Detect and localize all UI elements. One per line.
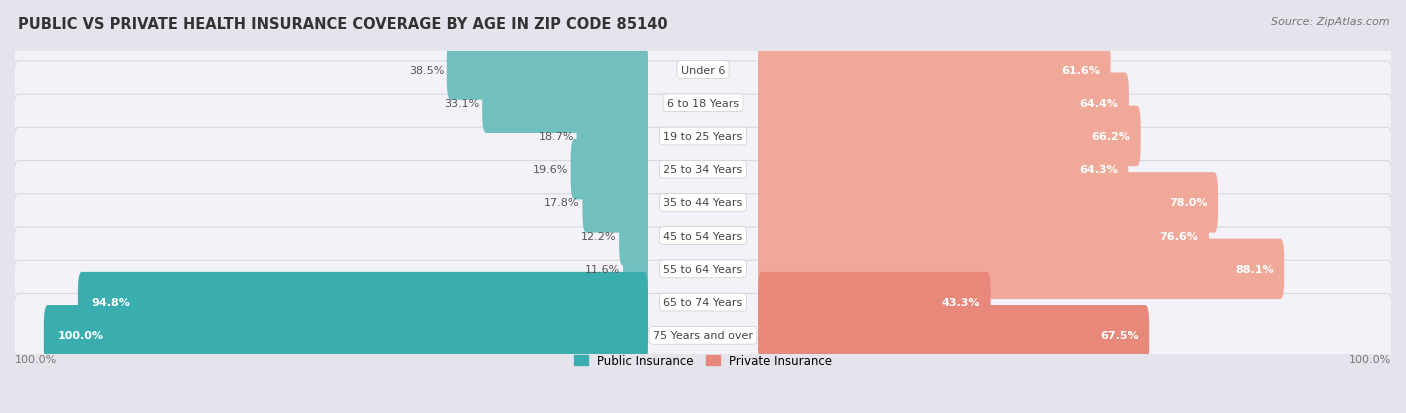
FancyBboxPatch shape (13, 161, 1393, 244)
Text: 11.6%: 11.6% (585, 264, 620, 274)
Text: 100.0%: 100.0% (15, 354, 58, 364)
Text: Under 6: Under 6 (681, 65, 725, 75)
Text: 19.6%: 19.6% (533, 165, 568, 175)
FancyBboxPatch shape (619, 206, 648, 266)
Text: 100.0%: 100.0% (1348, 354, 1391, 364)
Text: 100.0%: 100.0% (58, 330, 104, 340)
Text: 43.3%: 43.3% (942, 297, 980, 307)
FancyBboxPatch shape (13, 28, 1393, 112)
Text: 67.5%: 67.5% (1099, 330, 1139, 340)
Text: 6 to 18 Years: 6 to 18 Years (666, 99, 740, 109)
Text: 64.3%: 64.3% (1078, 165, 1118, 175)
FancyBboxPatch shape (13, 95, 1393, 178)
FancyBboxPatch shape (758, 305, 1149, 366)
FancyBboxPatch shape (44, 305, 648, 366)
Text: PUBLIC VS PRIVATE HEALTH INSURANCE COVERAGE BY AGE IN ZIP CODE 85140: PUBLIC VS PRIVATE HEALTH INSURANCE COVER… (18, 17, 668, 31)
FancyBboxPatch shape (13, 228, 1393, 311)
Text: 19 to 25 Years: 19 to 25 Years (664, 132, 742, 142)
FancyBboxPatch shape (758, 206, 1209, 266)
FancyBboxPatch shape (623, 239, 648, 299)
Text: 33.1%: 33.1% (444, 99, 479, 109)
Text: 35 to 44 Years: 35 to 44 Years (664, 198, 742, 208)
Text: 25 to 34 Years: 25 to 34 Years (664, 165, 742, 175)
FancyBboxPatch shape (13, 294, 1393, 377)
FancyBboxPatch shape (77, 272, 648, 332)
FancyBboxPatch shape (482, 74, 648, 134)
FancyBboxPatch shape (13, 194, 1393, 278)
FancyBboxPatch shape (758, 173, 1218, 233)
Text: 94.8%: 94.8% (91, 297, 131, 307)
FancyBboxPatch shape (758, 272, 991, 332)
FancyBboxPatch shape (571, 140, 648, 200)
FancyBboxPatch shape (758, 140, 1128, 200)
FancyBboxPatch shape (758, 239, 1284, 299)
Text: 38.5%: 38.5% (409, 65, 444, 75)
FancyBboxPatch shape (582, 173, 648, 233)
Text: 12.2%: 12.2% (581, 231, 616, 241)
FancyBboxPatch shape (758, 107, 1140, 167)
FancyBboxPatch shape (13, 62, 1393, 145)
Text: Source: ZipAtlas.com: Source: ZipAtlas.com (1271, 17, 1389, 26)
Text: 65 to 74 Years: 65 to 74 Years (664, 297, 742, 307)
Legend: Public Insurance, Private Insurance: Public Insurance, Private Insurance (569, 349, 837, 372)
Text: 61.6%: 61.6% (1062, 65, 1099, 75)
FancyBboxPatch shape (447, 40, 648, 100)
FancyBboxPatch shape (758, 74, 1129, 134)
Text: 64.4%: 64.4% (1080, 99, 1118, 109)
Text: 88.1%: 88.1% (1234, 264, 1274, 274)
Text: 17.8%: 17.8% (544, 198, 579, 208)
Text: 45 to 54 Years: 45 to 54 Years (664, 231, 742, 241)
Text: 66.2%: 66.2% (1091, 132, 1130, 142)
Text: 55 to 64 Years: 55 to 64 Years (664, 264, 742, 274)
Text: 18.7%: 18.7% (538, 132, 574, 142)
Text: 76.6%: 76.6% (1160, 231, 1198, 241)
FancyBboxPatch shape (758, 40, 1111, 100)
FancyBboxPatch shape (13, 261, 1393, 344)
FancyBboxPatch shape (576, 107, 648, 167)
Text: 75 Years and over: 75 Years and over (652, 330, 754, 340)
FancyBboxPatch shape (13, 128, 1393, 211)
Text: 78.0%: 78.0% (1168, 198, 1208, 208)
